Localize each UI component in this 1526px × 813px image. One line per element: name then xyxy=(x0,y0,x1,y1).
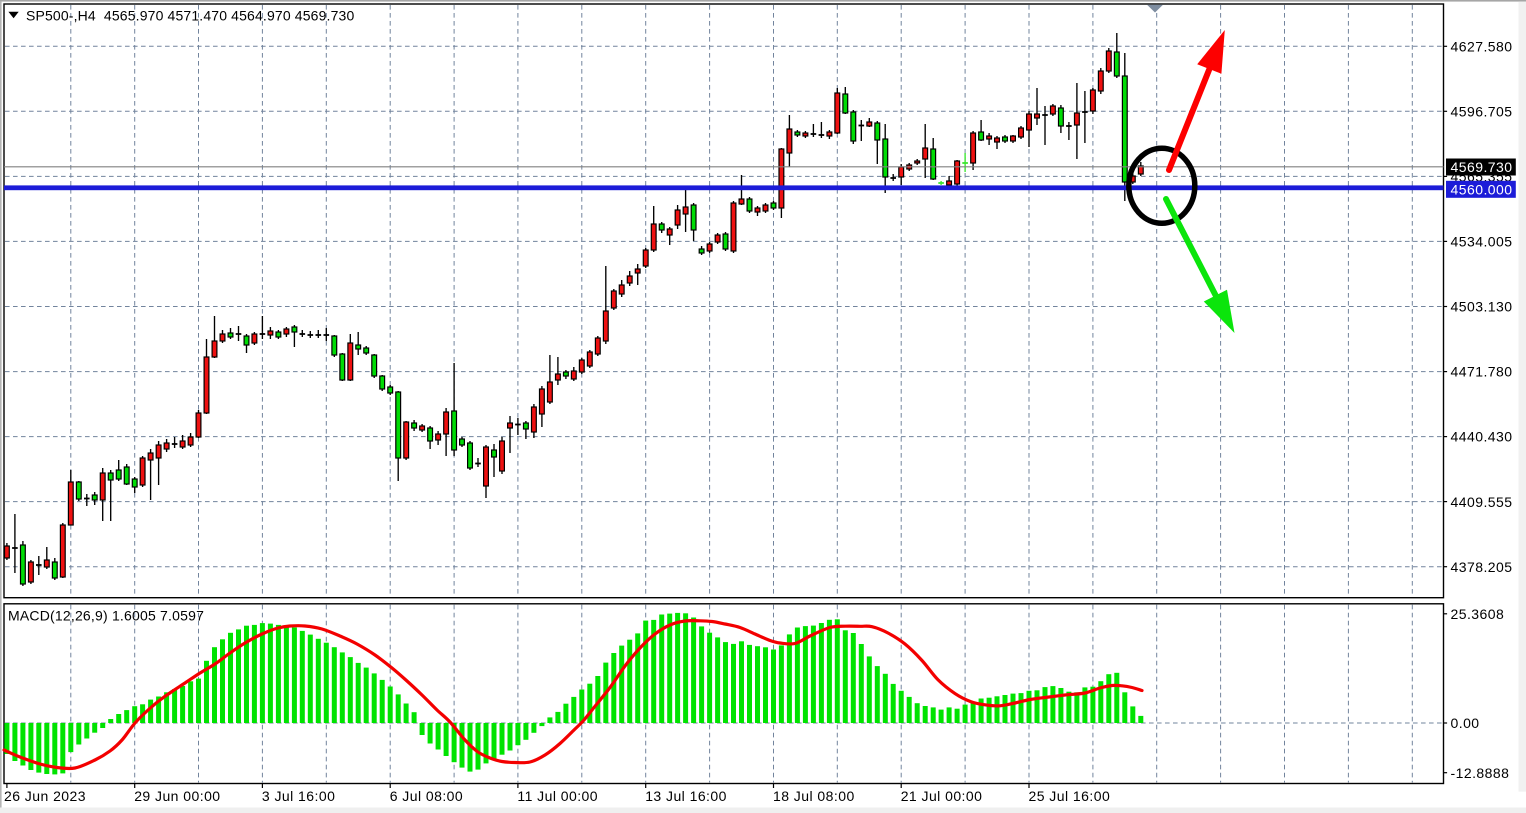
svg-text:21 Jul 00:00: 21 Jul 00:00 xyxy=(901,788,983,804)
svg-text:SP500-,H4 4565.970 4571.470 4: SP500-,H4 4565.970 4571.470 4564.970 456… xyxy=(26,8,354,24)
svg-text:4378.205: 4378.205 xyxy=(1451,559,1513,575)
svg-text:25.3608: 25.3608 xyxy=(1451,606,1505,622)
svg-text:18 Jul 08:00: 18 Jul 08:00 xyxy=(773,788,855,804)
svg-text:11 Jul 00:00: 11 Jul 00:00 xyxy=(517,788,598,804)
svg-text:4409.555: 4409.555 xyxy=(1451,494,1513,510)
svg-text:13 Jul 16:00: 13 Jul 16:00 xyxy=(645,788,727,804)
svg-text:4560.000: 4560.000 xyxy=(1451,181,1513,197)
svg-text:4471.780: 4471.780 xyxy=(1451,364,1513,380)
svg-text:25 Jul 16:00: 25 Jul 16:00 xyxy=(1029,788,1111,804)
svg-text:4596.705: 4596.705 xyxy=(1451,103,1513,119)
svg-text:4534.005: 4534.005 xyxy=(1451,234,1513,250)
svg-text:4440.430: 4440.430 xyxy=(1451,429,1513,445)
svg-text:4503.130: 4503.130 xyxy=(1451,299,1513,315)
svg-text:0.00: 0.00 xyxy=(1451,715,1480,731)
svg-text:4569.730: 4569.730 xyxy=(1451,159,1513,175)
svg-text:-12.8888: -12.8888 xyxy=(1451,765,1510,781)
svg-text:3 Jul 16:00: 3 Jul 16:00 xyxy=(262,788,335,804)
svg-text:6 Jul 08:00: 6 Jul 08:00 xyxy=(390,788,463,804)
svg-text:29 Jun 00:00: 29 Jun 00:00 xyxy=(134,788,220,804)
svg-text:26 Jun 2023: 26 Jun 2023 xyxy=(4,788,86,804)
svg-text:MACD(12,26,9) 1.6005 7.0597: MACD(12,26,9) 1.6005 7.0597 xyxy=(8,608,204,624)
svg-text:4627.580: 4627.580 xyxy=(1451,38,1513,54)
